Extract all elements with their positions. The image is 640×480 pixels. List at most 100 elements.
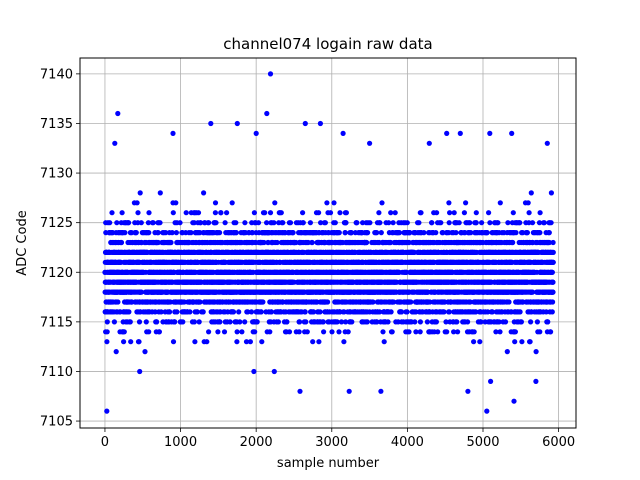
data-point: [327, 210, 334, 216]
data-point: [138, 289, 145, 295]
data-point: [242, 319, 248, 325]
data-point: [173, 230, 179, 236]
data-point: [224, 210, 230, 216]
data-point: [363, 239, 370, 246]
data-point: [233, 220, 239, 226]
data-point: [259, 339, 265, 345]
data-point: [146, 210, 152, 216]
data-point: [272, 200, 278, 206]
data-point: [152, 309, 158, 315]
data-point: [324, 200, 330, 206]
data-point: [267, 329, 273, 335]
data-point: [201, 190, 207, 196]
data-point: [177, 220, 183, 226]
data-point: [167, 309, 173, 315]
data-point: [296, 329, 302, 335]
data-point: [473, 210, 479, 216]
data-point: [376, 210, 382, 216]
data-point: [191, 319, 197, 325]
data-point: [290, 230, 296, 236]
data-point: [206, 329, 212, 335]
data-point: [465, 319, 471, 325]
data-point: [126, 309, 132, 315]
data-point: [213, 220, 219, 226]
data-point: [227, 319, 233, 325]
data-point: [408, 299, 414, 305]
data-point: [247, 339, 253, 345]
data-point: [104, 329, 110, 335]
data-point: [345, 329, 351, 335]
data-point: [325, 299, 331, 305]
data-point: [309, 239, 315, 246]
data-point: [446, 220, 452, 226]
scatter-points: [102, 71, 556, 414]
data-point: [336, 329, 342, 335]
data-point: [349, 319, 355, 325]
data-point: [320, 319, 326, 325]
data-point: [438, 220, 444, 226]
data-point: [254, 319, 260, 325]
data-point: [471, 339, 477, 345]
data-point: [111, 319, 117, 325]
data-point: [271, 220, 277, 226]
data-point: [136, 319, 143, 325]
data-point: [424, 319, 430, 325]
data-point: [343, 220, 349, 226]
data-point: [307, 220, 313, 226]
data-point: [404, 309, 410, 315]
data-point: [456, 220, 462, 226]
data-point: [473, 220, 479, 226]
data-point: [222, 220, 228, 226]
data-point: [471, 329, 477, 335]
data-point: [104, 339, 110, 345]
data-point: [196, 319, 202, 325]
data-point: [378, 230, 384, 236]
data-point: [229, 200, 235, 206]
data-point: [233, 230, 239, 236]
data-point: [322, 220, 328, 226]
data-point: [248, 309, 255, 315]
data-point: [158, 309, 164, 315]
data-point: [197, 299, 203, 305]
data-point: [300, 210, 306, 216]
data-point: [412, 319, 418, 325]
data-point: [154, 319, 160, 325]
data-point: [381, 339, 387, 345]
data-point: [173, 200, 179, 206]
data-point: [310, 339, 316, 345]
data-point: [155, 230, 161, 236]
data-point: [142, 349, 148, 355]
data-point: [365, 230, 371, 236]
data-point: [169, 230, 175, 236]
data-point: [109, 210, 115, 216]
data-point: [389, 329, 395, 335]
data-point: [388, 309, 394, 315]
data-point: [417, 319, 423, 325]
data-point: [392, 210, 398, 216]
data-point: [280, 220, 286, 226]
data-point: [446, 309, 452, 315]
data-point: [404, 220, 410, 226]
data-point: [168, 239, 174, 246]
data-point: [433, 319, 439, 325]
data-point: [192, 339, 198, 345]
data-point: [451, 210, 457, 216]
data-point: [118, 239, 125, 246]
data-point: [127, 319, 133, 325]
data-point: [194, 309, 200, 315]
data-point: [275, 319, 281, 325]
data-point: [218, 210, 224, 216]
data-point: [113, 349, 119, 355]
data-point: [128, 339, 134, 345]
data-point: [206, 220, 212, 226]
data-point: [150, 220, 156, 226]
data-point: [434, 210, 440, 216]
data-point: [463, 200, 469, 206]
data-point: [137, 190, 143, 196]
data-point: [212, 200, 219, 206]
data-point: [134, 200, 140, 206]
data-point: [297, 319, 303, 325]
data-point: [343, 210, 349, 216]
data-point: [321, 329, 327, 335]
